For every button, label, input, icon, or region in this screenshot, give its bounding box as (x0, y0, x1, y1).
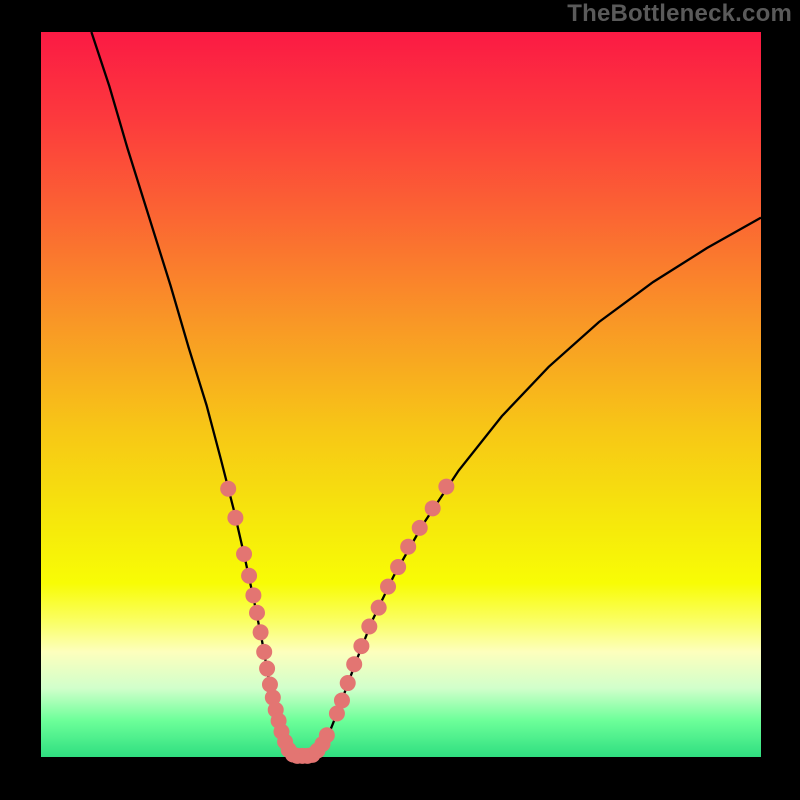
marker-dot (253, 624, 269, 640)
marker-dot (353, 638, 369, 654)
marker-dot (334, 692, 350, 708)
stage: TheBottleneck.com (0, 0, 800, 800)
marker-dot (220, 481, 236, 497)
marker-dot (340, 675, 356, 691)
plot-background (41, 32, 761, 757)
marker-dot (412, 520, 428, 536)
watermark-text: TheBottleneck.com (567, 0, 792, 28)
marker-dot (380, 579, 396, 595)
marker-dot (236, 546, 252, 562)
marker-dot (227, 510, 243, 526)
marker-dot (241, 568, 257, 584)
marker-dot (438, 479, 454, 495)
marker-dot (425, 500, 441, 516)
marker-dot (259, 661, 275, 677)
bottleneck-chart (0, 0, 800, 800)
marker-dot (361, 619, 377, 635)
marker-dot (390, 559, 406, 575)
marker-dot (256, 644, 272, 660)
marker-dot (346, 656, 362, 672)
marker-dot (319, 727, 335, 743)
marker-dot (245, 587, 261, 603)
marker-dot (249, 605, 265, 621)
marker-dot (400, 539, 416, 555)
marker-dot (371, 600, 387, 616)
